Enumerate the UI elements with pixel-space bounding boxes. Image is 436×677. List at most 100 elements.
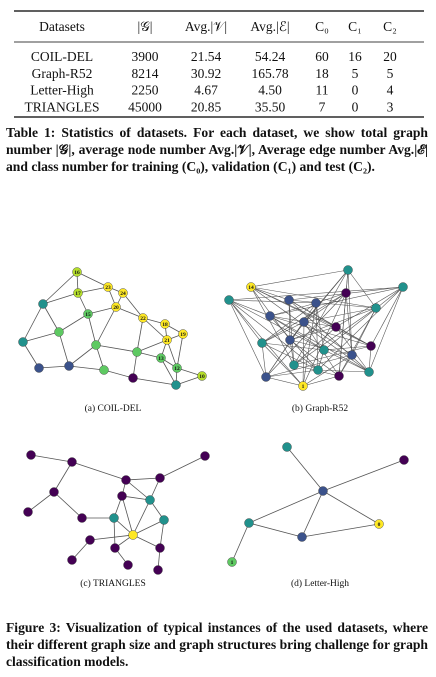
node-label: 12	[174, 366, 180, 372]
graph-edge	[293, 307, 377, 366]
graph-edge	[288, 299, 377, 309]
graph-edge	[315, 302, 325, 351]
graph-edge	[77, 286, 109, 294]
graph-edge	[228, 299, 325, 351]
graph-edge	[286, 446, 324, 492]
graph-node	[26, 450, 36, 460]
graph-edge	[231, 522, 250, 563]
graph-edge	[22, 331, 60, 343]
graph-edge	[159, 455, 206, 479]
graph-node	[155, 473, 165, 483]
graph-edge	[288, 299, 291, 341]
graph-node	[398, 282, 408, 292]
graph-edge	[265, 369, 319, 378]
graph-node	[246, 282, 256, 292]
graph-edge	[335, 286, 404, 328]
table-cell: 3	[387, 99, 394, 114]
graph-edge	[317, 286, 404, 371]
graph-edge	[322, 490, 380, 525]
graph-node	[109, 513, 119, 523]
graph-node	[23, 507, 33, 517]
graph-edge	[370, 286, 404, 347]
panel-label: (c) TRIANGLES	[80, 578, 146, 589]
graph-edge	[303, 307, 377, 323]
node-label: 23	[105, 285, 111, 291]
graph-edge	[142, 317, 168, 341]
graph-edge	[265, 321, 305, 378]
graph-edge	[293, 269, 349, 366]
graph-panel: 16 23 24 17 15 20 22 18 19 21 13 12 10 (a) COIL-DEL	[18, 267, 207, 414]
graph-edge	[132, 534, 161, 549]
node-label: 14	[248, 285, 254, 291]
graph-node	[153, 565, 163, 575]
graph-node	[399, 455, 409, 465]
graph-edge	[265, 292, 347, 378]
graph-edge	[301, 490, 324, 538]
graph-edge	[347, 269, 353, 356]
graph-node	[285, 335, 295, 345]
table-cell: 4.67	[194, 83, 218, 98]
graph-edge	[27, 491, 55, 513]
node-label: 1	[302, 384, 305, 390]
table-cell: Letter-High	[30, 83, 94, 98]
graph-edge	[347, 269, 377, 309]
graph-edge	[176, 333, 184, 369]
graph-edge	[335, 326, 372, 347]
graph-edge	[269, 302, 317, 317]
graph-edge	[159, 519, 165, 549]
graph-edge	[322, 459, 405, 492]
graph-edge	[323, 345, 372, 351]
node-label: 10	[199, 374, 205, 380]
graph-edge	[261, 321, 305, 344]
graph-node	[319, 345, 329, 355]
graph-node	[299, 317, 309, 327]
panel-label: (a) COIL-DEL	[85, 403, 142, 414]
graph-edge	[89, 534, 134, 541]
graph-edge	[345, 292, 353, 356]
graph-node	[331, 322, 341, 332]
graph-node	[128, 373, 138, 383]
node-label: 1	[231, 560, 234, 566]
table-cell: 5	[352, 66, 359, 81]
graph-edge	[289, 326, 337, 341]
graph-node	[159, 515, 169, 525]
node-label: 22	[140, 316, 146, 322]
graph-edge	[132, 377, 177, 386]
graph-node	[364, 367, 374, 377]
graph-node	[224, 295, 234, 305]
graph-edge	[68, 344, 97, 367]
graph-node	[118, 288, 128, 298]
table-cell: 20.85	[191, 99, 222, 114]
table-cell: 30.92	[191, 66, 221, 81]
table-header: C₁	[348, 19, 362, 34]
table-caption: Table 1: Statistics of datasets. For eac…	[6, 125, 428, 174]
table-header: Avg.|ℰ|	[250, 19, 289, 34]
node-label: 24	[120, 291, 126, 297]
graph-edge	[228, 299, 263, 344]
graph-node	[111, 302, 121, 312]
table-cell: 3900	[132, 49, 159, 64]
graph-edge	[368, 286, 404, 373]
graph-panel: (c) TRIANGLES	[23, 450, 210, 589]
table-cell: 4.50	[258, 83, 282, 98]
graph-node	[227, 557, 237, 567]
table-cell: 60	[315, 49, 329, 64]
graph-edge	[166, 339, 178, 369]
graph-panel: 0 1 (d) Letter-High	[227, 442, 409, 589]
table-cell: 5	[387, 66, 394, 81]
table-cell: 54.24	[255, 49, 286, 64]
node-label: 21	[164, 338, 170, 344]
node-label: 16	[74, 270, 80, 276]
graph-node	[128, 530, 138, 540]
graph-edge	[250, 269, 349, 288]
table-cell: 45000	[128, 99, 162, 114]
table-cell: 16	[348, 49, 362, 64]
graph-node	[366, 341, 376, 351]
table-header: C₀	[315, 19, 329, 34]
table-cell: 11	[316, 83, 329, 98]
graph-edge	[228, 299, 271, 317]
graph-edge	[95, 344, 138, 353]
graph-edge	[121, 495, 134, 536]
graph-node	[257, 338, 267, 348]
